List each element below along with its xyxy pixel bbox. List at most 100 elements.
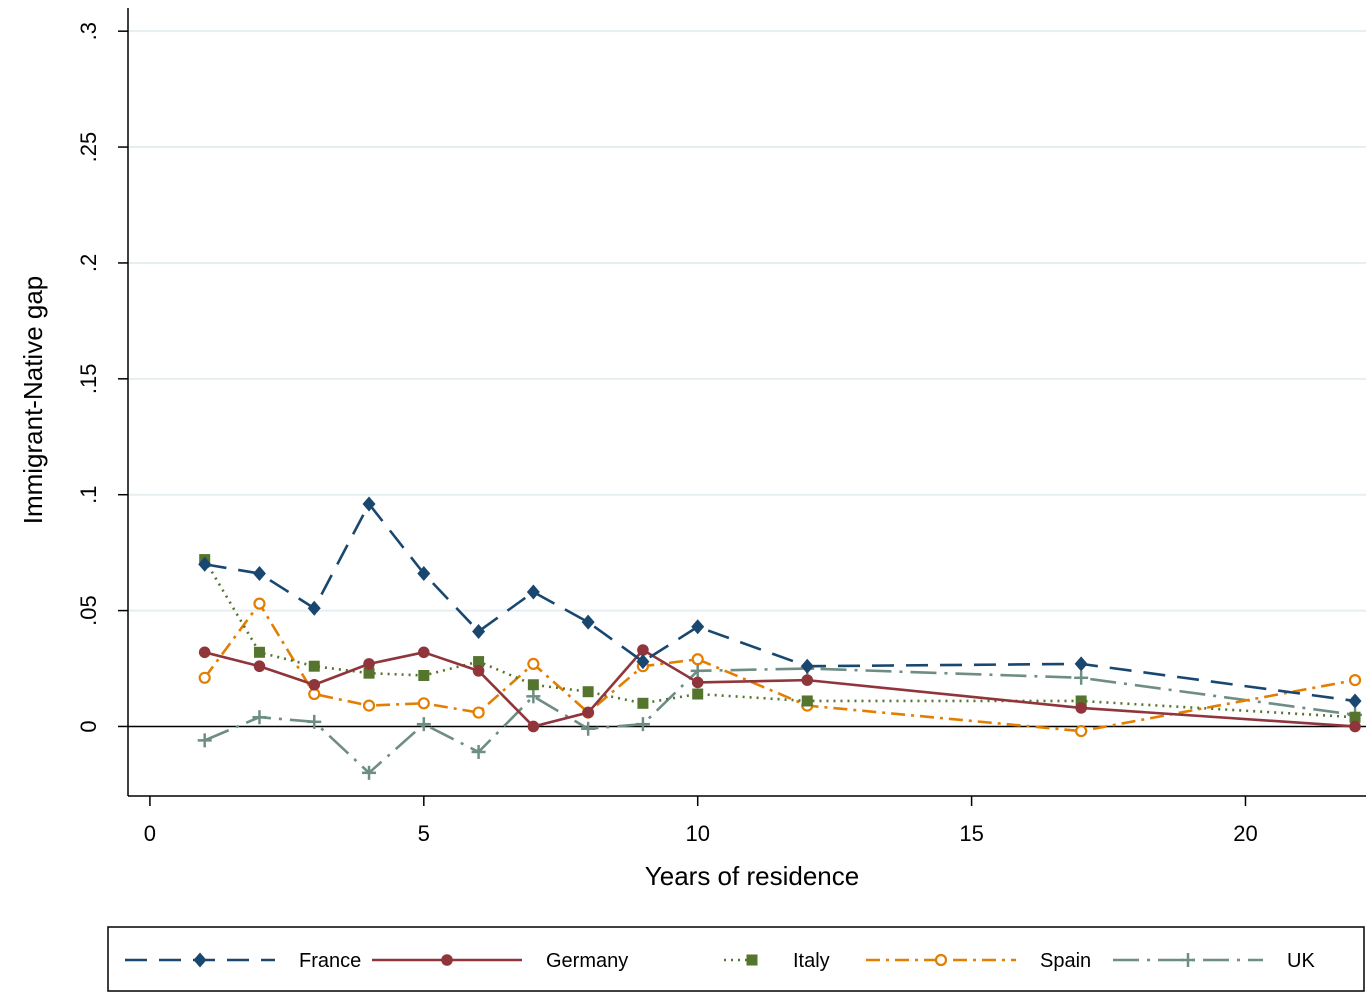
data-point-france [252, 566, 266, 582]
legend-marker-italy [746, 954, 758, 966]
data-point-spain [1075, 725, 1088, 738]
data-point-uk [252, 710, 267, 725]
data-point-spain [691, 653, 704, 666]
data-point-france [636, 654, 650, 670]
y-tick-label: .05 [76, 595, 101, 626]
data-point-spain [472, 706, 485, 719]
data-point-uk [197, 733, 212, 748]
data-point-germany [253, 660, 266, 673]
data-point-uk [635, 717, 650, 732]
legend: France Germany Italy Spain UK [107, 926, 1365, 992]
data-point-spain [417, 697, 430, 710]
legend-marker-uk [1181, 953, 1195, 967]
legend-item-france: France [125, 950, 361, 972]
data-point-uk [1074, 670, 1089, 685]
data-point-germany [198, 646, 211, 659]
data-point-italy [418, 669, 430, 681]
data-point-spain [1348, 674, 1362, 687]
series-line-france [204, 502, 1356, 703]
data-point-germany [308, 678, 321, 691]
data-point-italy [308, 660, 320, 672]
data-point-italy [1075, 695, 1087, 707]
data-point-uk [307, 714, 322, 729]
data-point-france [1348, 693, 1362, 709]
y-axis-title: Immigrant-Native gap [18, 276, 48, 525]
data-point-uk [362, 765, 377, 780]
data-point-germany [801, 674, 814, 686]
data-point-uk [416, 717, 431, 732]
legend-marker-france [193, 952, 207, 968]
data-point-germany [637, 644, 649, 656]
x-tick-label: 15 [959, 821, 983, 846]
y-tick-label: .2 [76, 254, 101, 272]
series [197, 496, 1363, 780]
data-point-uk [471, 744, 486, 759]
grid-lines [128, 30, 1366, 728]
data-point-france [472, 623, 486, 639]
y-tick-label: .1 [76, 486, 101, 504]
data-point-france [198, 556, 212, 572]
data-point-germany [691, 676, 704, 689]
legend-label-france: France [299, 950, 361, 972]
data-point-spain [253, 597, 266, 610]
data-point-germany [418, 646, 430, 659]
data-point-italy [692, 688, 704, 700]
data-point-france [800, 658, 814, 674]
data-point-uk [690, 663, 705, 678]
data-point-italy [363, 667, 375, 679]
series-italy [199, 554, 1361, 723]
data-point-france [362, 496, 376, 512]
series-line-spain [203, 602, 1356, 733]
data-point-italy [1349, 711, 1361, 723]
legend-item-italy: Italy [724, 950, 830, 972]
data-point-france [526, 584, 540, 600]
data-point-germany [582, 706, 594, 719]
legend-label-italy: Italy [793, 950, 830, 972]
series-line-germany [204, 648, 1356, 728]
data-point-germany [1349, 720, 1361, 733]
data-point-uk [526, 689, 541, 704]
series-germany [198, 644, 1361, 733]
legend-label-germany: Germany [546, 950, 628, 972]
y-tick-label: .3 [76, 22, 101, 40]
data-point-italy [473, 656, 485, 668]
x-tick-label: 5 [418, 821, 430, 846]
data-point-france [417, 566, 431, 582]
legend-item-germany: Germany [372, 950, 628, 972]
data-point-germany [363, 658, 375, 670]
data-point-italy [801, 695, 813, 707]
x-tick-label: 0 [144, 821, 156, 846]
legend-item-spain: Spain [866, 950, 1091, 972]
data-point-spain [362, 699, 376, 712]
legend-item-uk: UK [1113, 950, 1315, 972]
legend-label-uk: UK [1287, 950, 1315, 972]
data-point-germany [472, 665, 485, 677]
x-tick-label: 20 [1233, 821, 1257, 846]
data-point-germany [1075, 702, 1087, 714]
x-tick-label: 10 [685, 821, 709, 846]
x-axis-title: Years of residence [645, 861, 859, 891]
data-point-france [1074, 656, 1088, 672]
legend-marker-germany [441, 954, 453, 966]
data-point-germany [527, 720, 540, 733]
data-point-spain [527, 657, 540, 670]
data-point-italy [527, 679, 539, 691]
series-france [198, 496, 1362, 709]
data-point-italy [637, 697, 649, 709]
axes: Years of residence Immigrant-Native gap … [18, 8, 1366, 891]
y-tick-label: .15 [76, 364, 101, 395]
series-line-uk [204, 667, 1356, 775]
data-point-italy [582, 686, 594, 698]
y-tick-label: .25 [76, 132, 101, 163]
data-point-france [307, 600, 321, 616]
data-point-spain [198, 671, 211, 684]
data-point-france [581, 614, 595, 630]
data-point-uk [581, 721, 596, 736]
y-tick-label: 0 [76, 720, 101, 732]
data-point-france [691, 619, 705, 635]
legend-marker-spain [934, 953, 948, 967]
data-point-italy [253, 646, 265, 658]
legend-label-spain: Spain [1040, 950, 1091, 972]
legend-box [107, 926, 1365, 992]
